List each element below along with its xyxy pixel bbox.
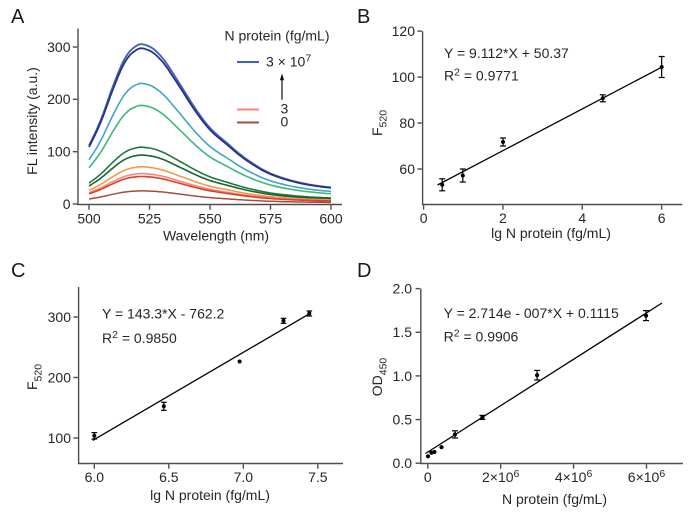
svg-text:7.0: 7.0 bbox=[234, 469, 254, 485]
svg-text:4×106: 4×106 bbox=[555, 468, 593, 485]
svg-text:A: A bbox=[11, 6, 25, 28]
svg-text:120: 120 bbox=[392, 23, 416, 39]
svg-text:200: 200 bbox=[48, 369, 72, 385]
svg-text:6: 6 bbox=[658, 210, 666, 226]
svg-text:R2 = 0.9850: R2 = 0.9850 bbox=[102, 329, 177, 346]
svg-text:F520: F520 bbox=[24, 364, 45, 390]
svg-text:1.0: 1.0 bbox=[393, 368, 413, 384]
svg-text:0.5: 0.5 bbox=[393, 411, 413, 427]
svg-text:300: 300 bbox=[48, 309, 72, 325]
svg-text:80: 80 bbox=[399, 115, 415, 131]
svg-text:4: 4 bbox=[578, 210, 586, 226]
svg-text:Y = 143.3*X - 762.2: Y = 143.3*X - 762.2 bbox=[102, 306, 225, 322]
svg-text:D: D bbox=[357, 260, 371, 282]
svg-text:200: 200 bbox=[47, 91, 71, 107]
svg-text:lg N protein (fg/mL): lg N protein (fg/mL) bbox=[150, 487, 270, 503]
svg-text:6.0: 6.0 bbox=[85, 469, 105, 485]
svg-text:500: 500 bbox=[77, 210, 101, 226]
svg-text:0: 0 bbox=[281, 114, 289, 130]
svg-text:R2 = 0.9906: R2 = 0.9906 bbox=[444, 328, 519, 345]
svg-text:300: 300 bbox=[47, 39, 71, 55]
svg-text:525: 525 bbox=[138, 210, 162, 226]
svg-text:6×106: 6×106 bbox=[628, 468, 666, 485]
svg-text:C: C bbox=[11, 260, 25, 282]
svg-text:lg N protein (fg/mL): lg N protein (fg/mL) bbox=[491, 225, 611, 241]
svg-text:550: 550 bbox=[198, 210, 222, 226]
svg-text:0: 0 bbox=[420, 210, 428, 226]
svg-text:0.0: 0.0 bbox=[393, 455, 413, 471]
svg-text:100: 100 bbox=[47, 144, 71, 160]
svg-text:Y = 2.714e - 007*X + 0.1115: Y = 2.714e - 007*X + 0.1115 bbox=[444, 305, 619, 321]
svg-text:N protein (fg/mL): N protein (fg/mL) bbox=[224, 28, 329, 44]
svg-text:100: 100 bbox=[392, 69, 416, 85]
svg-text:Y = 9.112*X + 50.37: Y = 9.112*X + 50.37 bbox=[444, 45, 569, 61]
svg-text:2×106: 2×106 bbox=[482, 468, 520, 485]
svg-text:60: 60 bbox=[399, 161, 415, 177]
svg-text:6.5: 6.5 bbox=[159, 469, 179, 485]
svg-text:3 × 107: 3 × 107 bbox=[266, 53, 311, 70]
svg-text:1.5: 1.5 bbox=[393, 324, 413, 340]
svg-text:0: 0 bbox=[424, 469, 432, 485]
svg-text:B: B bbox=[357, 6, 370, 28]
svg-text:N protein (fg/mL): N protein (fg/mL) bbox=[502, 491, 607, 507]
svg-text:3: 3 bbox=[281, 101, 289, 117]
svg-text:0: 0 bbox=[63, 196, 71, 212]
svg-text:2.0: 2.0 bbox=[393, 281, 413, 297]
svg-text:Wavelength (nm): Wavelength (nm) bbox=[163, 227, 269, 243]
svg-text:600: 600 bbox=[319, 210, 343, 226]
svg-text:R2 = 0.9771: R2 = 0.9771 bbox=[444, 67, 519, 84]
svg-text:7.5: 7.5 bbox=[308, 469, 328, 485]
svg-text:FL intensity (a.u.): FL intensity (a.u.) bbox=[24, 67, 40, 175]
svg-text:100: 100 bbox=[48, 430, 72, 446]
svg-text:575: 575 bbox=[259, 210, 283, 226]
svg-text:2: 2 bbox=[499, 210, 507, 226]
